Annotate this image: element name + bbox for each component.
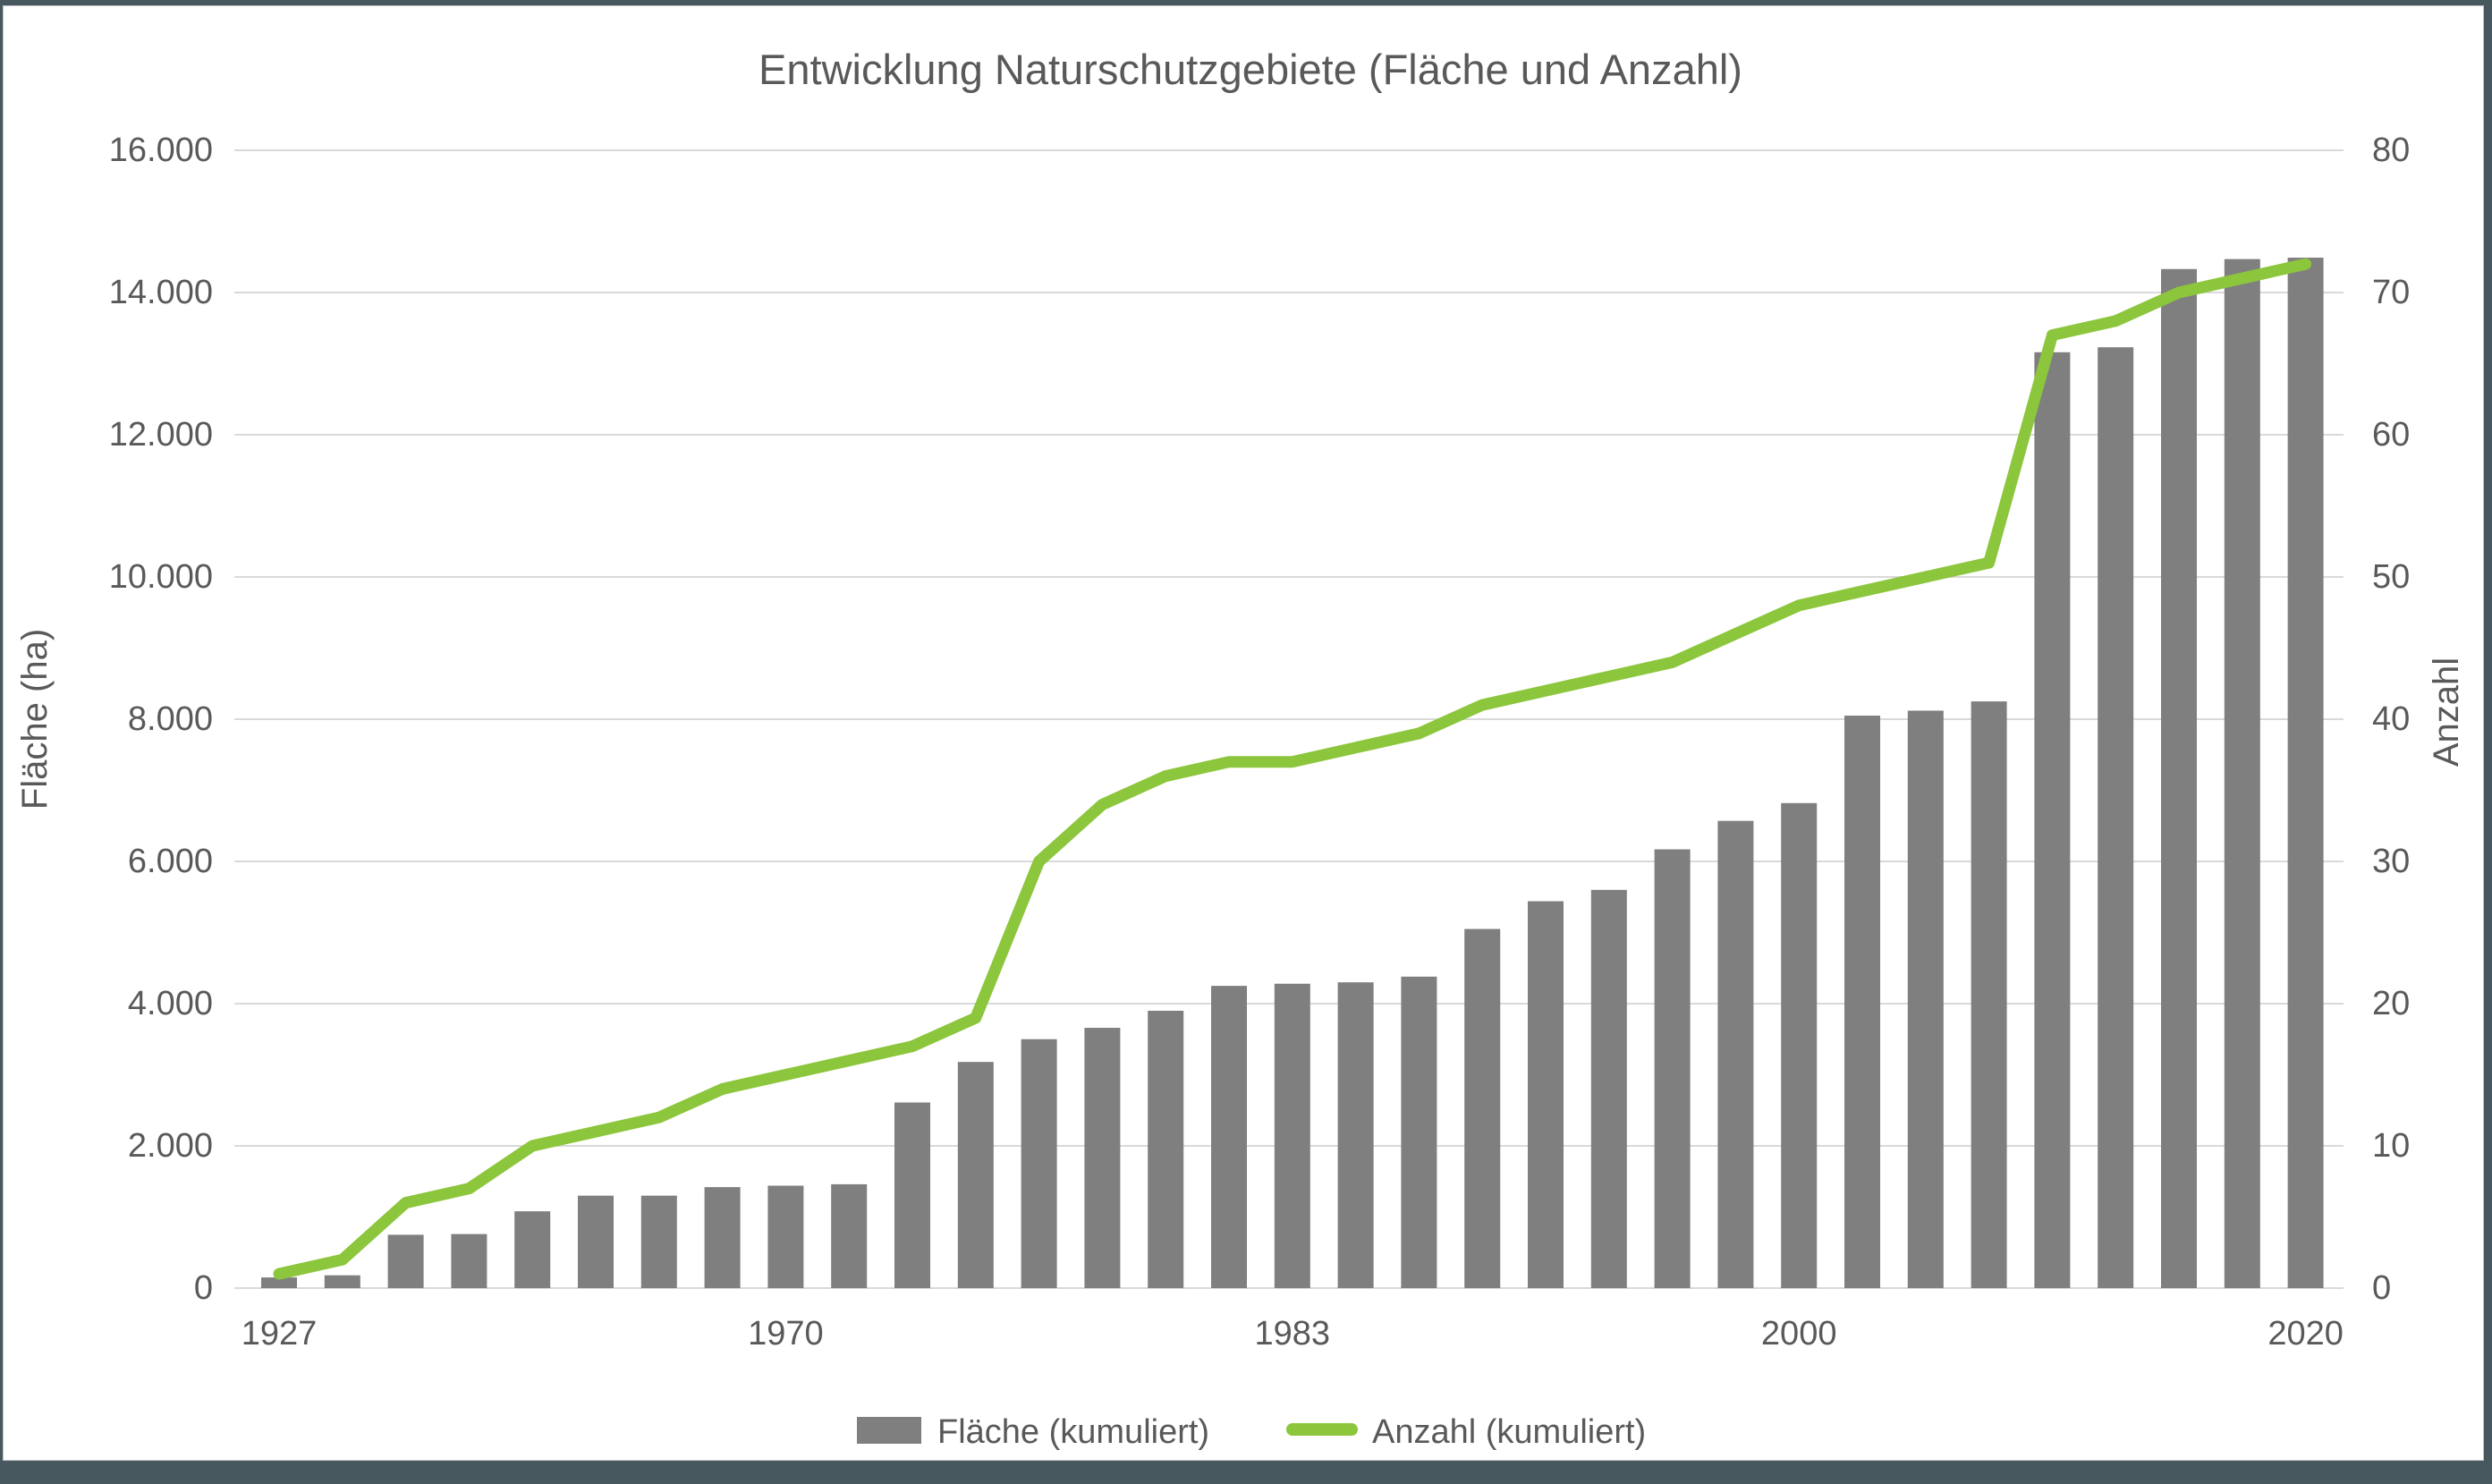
- bar-flaeche[interactable]: [1717, 820, 1754, 1288]
- legend-label-flaeche[interactable]: Fläche (kumuliert): [937, 1413, 1209, 1451]
- bar-flaeche[interactable]: [387, 1234, 424, 1288]
- bar-flaeche[interactable]: [1907, 710, 1944, 1288]
- legend-swatch-anzahl[interactable]: [1286, 1423, 1358, 1436]
- left-axis-tick-labels: 0 2.000 4.000 6.000 8.000 10.000 12.000 14.000 1…: [109, 131, 213, 1307]
- bar-flaeche[interactable]: [261, 1277, 297, 1288]
- right-axis-title: Anzahl: [2427, 657, 2466, 767]
- bar-flaeche[interactable]: [1274, 983, 1310, 1288]
- right-axis-tick-label: 70: [2372, 274, 2410, 311]
- left-axis-tick-label: 12.000: [109, 416, 213, 454]
- right-axis-tick-label: 20: [2372, 985, 2410, 1022]
- right-axis-tick-label: 60: [2372, 416, 2410, 454]
- bar-flaeche[interactable]: [1021, 1039, 1057, 1288]
- right-axis-tick-labels: 0 10 20 30 40 50 60 70 80: [2372, 131, 2410, 1307]
- line-series-layer: [273, 258, 2312, 1280]
- bar-flaeche[interactable]: [957, 1062, 994, 1288]
- bar-flaeche[interactable]: [1654, 849, 1691, 1288]
- bar-flaeche[interactable]: [831, 1183, 868, 1288]
- bar-flaeche[interactable]: [1781, 802, 1818, 1288]
- legend: Fläche (kumuliert) Anzahl (kumuliert): [857, 1413, 1646, 1451]
- bar-flaeche[interactable]: [640, 1195, 677, 1288]
- bar-flaeche[interactable]: [1211, 986, 1247, 1288]
- bar-flaeche[interactable]: [324, 1275, 360, 1288]
- left-axis-tick-label: 16.000: [109, 131, 213, 169]
- legend-label-anzahl[interactable]: Anzahl (kumuliert): [1372, 1413, 1646, 1451]
- bar-flaeche[interactable]: [1337, 982, 1374, 1288]
- bar-flaeche[interactable]: [767, 1185, 804, 1288]
- bar-flaeche[interactable]: [514, 1211, 551, 1288]
- bar-flaeche[interactable]: [1148, 1010, 1184, 1288]
- bar-flaeche[interactable]: [2161, 268, 2197, 1288]
- legend-swatch-flaeche[interactable]: [857, 1417, 921, 1444]
- bar-flaeche[interactable]: [894, 1102, 930, 1288]
- right-axis-tick-label: 30: [2372, 843, 2410, 880]
- bar-flaeche[interactable]: [2224, 259, 2260, 1288]
- left-axis-title: Fläche (ha): [15, 629, 55, 810]
- bar-flaeche[interactable]: [1590, 889, 1627, 1288]
- x-axis-tick-label: 2020: [2267, 1315, 2344, 1353]
- bar-flaeche[interactable]: [1464, 929, 1501, 1288]
- right-axis-tick-label: 50: [2372, 558, 2410, 596]
- left-axis-tick-label: 10.000: [109, 558, 213, 596]
- right-axis-tick-label: 80: [2372, 131, 2410, 169]
- bar-flaeche[interactable]: [451, 1234, 487, 1288]
- x-axis-tick-label: 1983: [1255, 1315, 1331, 1353]
- x-axis-tick-labels: 1927 1970 1983 2000 2020: [242, 1315, 2344, 1353]
- line-anzahl[interactable]: [273, 258, 2312, 1280]
- bar-flaeche[interactable]: [1401, 976, 1437, 1288]
- left-axis-tick-label: 8.000: [128, 700, 213, 738]
- right-axis-tick-label: 0: [2372, 1269, 2391, 1307]
- right-axis-tick-label: 10: [2372, 1127, 2410, 1165]
- bar-flaeche[interactable]: [704, 1187, 741, 1288]
- bar-flaeche[interactable]: [1528, 901, 1564, 1288]
- left-axis-tick-label: 6.000: [128, 843, 213, 880]
- bar-series-layer: [261, 258, 2324, 1289]
- bar-flaeche[interactable]: [1844, 716, 1880, 1288]
- bar-flaeche[interactable]: [1971, 701, 2007, 1288]
- bar-flaeche[interactable]: [578, 1195, 614, 1288]
- left-axis-tick-label: 0: [194, 1269, 213, 1307]
- left-axis-tick-label: 2.000: [128, 1127, 213, 1165]
- left-axis-tick-label: 14.000: [109, 274, 213, 311]
- bar-flaeche[interactable]: [2287, 258, 2324, 1288]
- bar-flaeche[interactable]: [2098, 347, 2134, 1289]
- chart-title: Entwicklung Naturschutzgebiete (Fläche u…: [759, 46, 1742, 93]
- bar-flaeche[interactable]: [2034, 352, 2071, 1288]
- right-axis-tick-label: 40: [2372, 700, 2410, 738]
- x-axis-tick-label: 1927: [242, 1315, 318, 1353]
- x-axis-tick-label: 2000: [1761, 1315, 1837, 1353]
- left-axis-tick-label: 4.000: [128, 985, 213, 1022]
- x-axis-tick-label: 1970: [748, 1315, 824, 1353]
- bar-flaeche[interactable]: [1084, 1028, 1121, 1288]
